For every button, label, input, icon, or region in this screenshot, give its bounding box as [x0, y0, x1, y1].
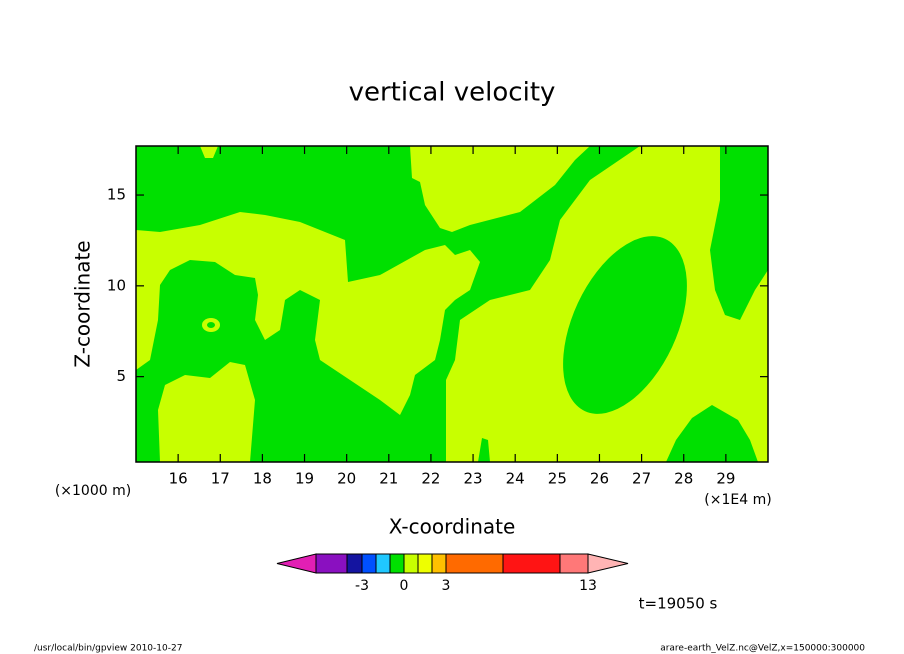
x-tick-label: 26 [590, 470, 609, 488]
y-tick-label: 5 [116, 367, 126, 385]
x-axis-label: X-coordinate [389, 515, 516, 539]
colorbar-tick-label: 3 [442, 578, 451, 594]
colorbar-box [315, 553, 348, 574]
contour-region [200, 146, 218, 158]
colorbar-extend [587, 553, 629, 574]
x-unit-label: (×1E4 m) [704, 492, 771, 508]
colorbar-box [389, 553, 405, 574]
contour-region [136, 212, 480, 415]
x-tick-label: 24 [506, 470, 525, 488]
x-tick-label: 29 [716, 470, 735, 488]
colorbar-box [559, 553, 589, 574]
x-unit-label: (×1000 m) [55, 483, 131, 499]
colorbar-tick-label: 0 [400, 578, 409, 594]
contour-region [563, 236, 687, 414]
colorbar-tick-label: -3 [355, 578, 369, 594]
footer-left: /usr/local/bin/gpview 2010-10-27 [34, 644, 182, 654]
contour-field [136, 146, 768, 462]
footer-right: arare-earth_VelZ.nc@VelZ,x=150000:300000 [660, 644, 865, 654]
x-tick-label: 17 [211, 470, 230, 488]
x-tick-label: 18 [253, 470, 272, 488]
time-label: t=19050 s [639, 595, 718, 613]
x-tick-label: 20 [337, 470, 356, 488]
contour-region [410, 146, 590, 232]
colorbar-box [502, 553, 561, 574]
x-tick-label: 22 [421, 470, 440, 488]
contour-region [158, 362, 255, 462]
x-tick-label: 23 [464, 470, 483, 488]
colorbar-tick-label: 13 [579, 578, 597, 594]
x-tick-label: 16 [169, 470, 188, 488]
x-tick-label: 27 [632, 470, 651, 488]
y-tick-label: 15 [107, 186, 126, 204]
colorbar-box [445, 553, 504, 574]
chart-title: vertical velocity [349, 78, 556, 108]
colorbar-box [417, 553, 433, 574]
x-tick-label: 21 [379, 470, 398, 488]
colorbar-box [375, 553, 391, 574]
x-tick-label: 25 [548, 470, 567, 488]
colorbar-box [403, 553, 419, 574]
y-tick-label: 10 [107, 276, 126, 294]
colorbar-box [431, 553, 447, 574]
contour-region [207, 322, 215, 328]
x-tick-label: 28 [674, 470, 693, 488]
colorbar-box [346, 553, 363, 574]
colorbar-box [361, 553, 377, 574]
plot-frame [135, 145, 769, 463]
y-axis-label: Z-coordinate [71, 240, 95, 367]
x-tick-label: 19 [295, 470, 314, 488]
